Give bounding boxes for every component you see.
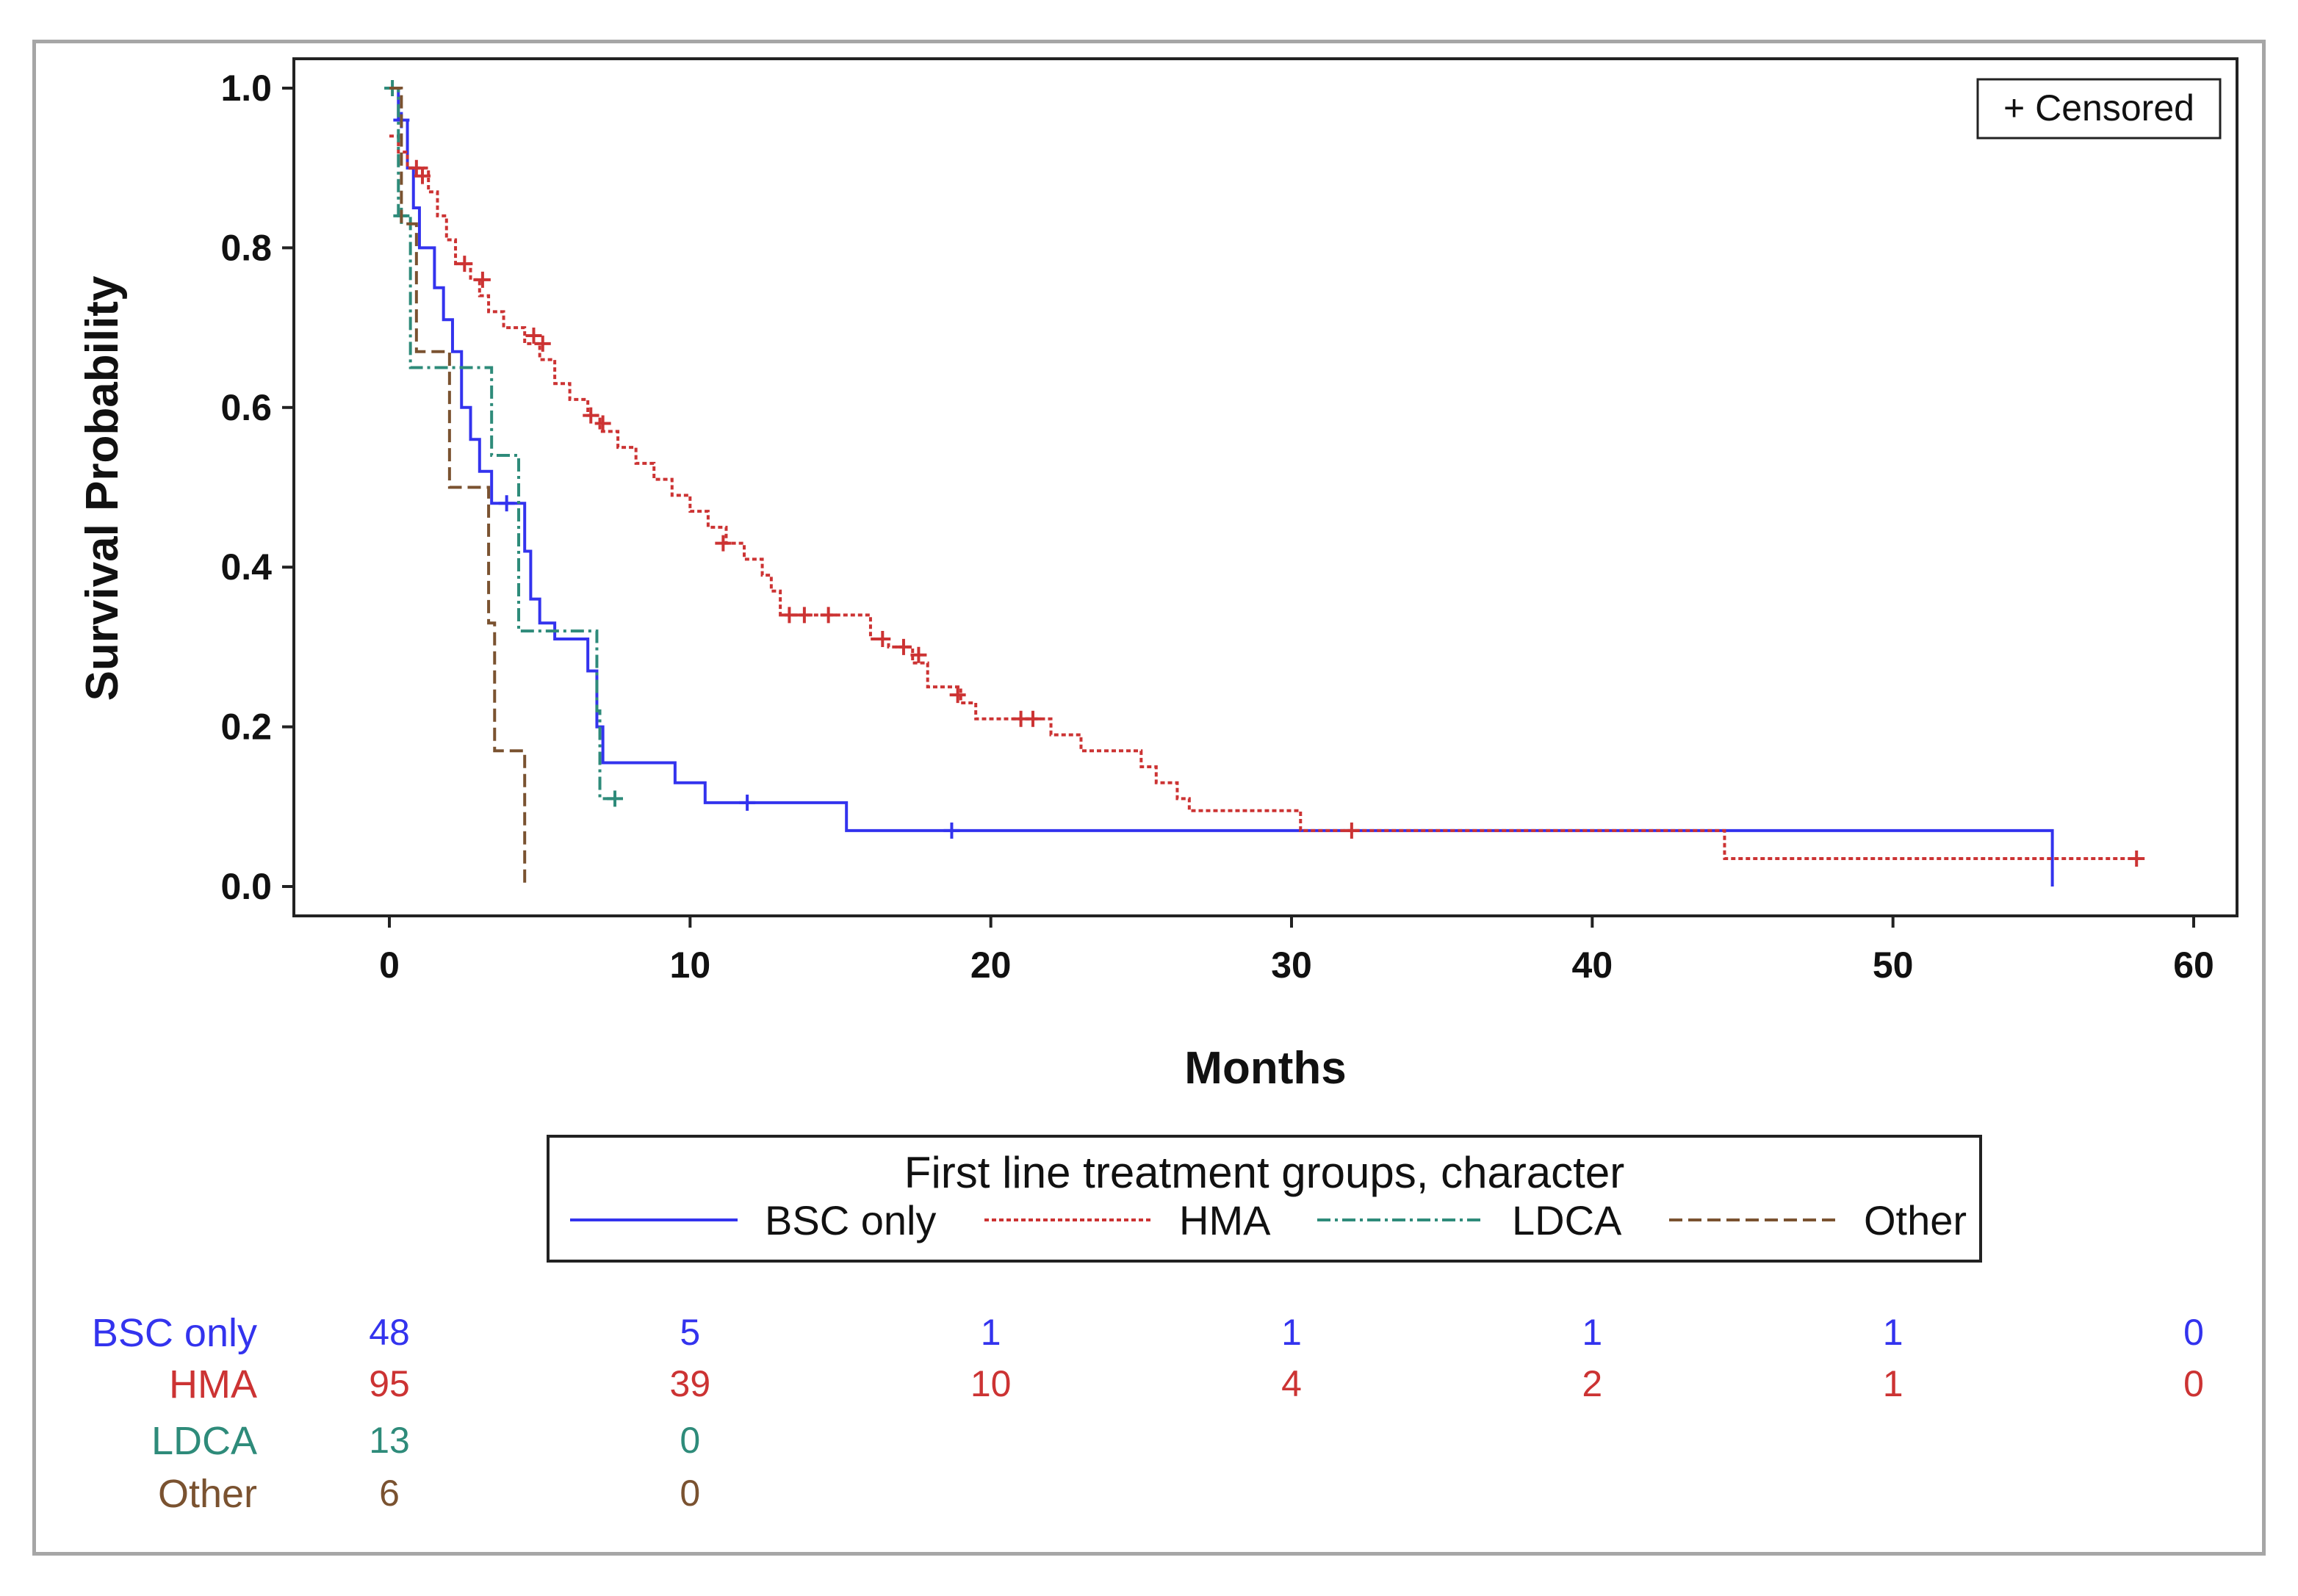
risk-value-bsc-only: 1: [1281, 1312, 1302, 1353]
censored-legend-label: + Censored: [2003, 87, 2194, 129]
censor-mark-ldca: [607, 790, 623, 807]
censor-mark-bsc-only: [943, 822, 960, 839]
censor-mark-hma: [781, 607, 798, 624]
figure-frame: 0.0 0.2 0.4 0.6 0.8 1.0 0 10 20 30 40 50 60 Months Sur…: [32, 40, 2266, 1556]
y-tick-label: 0.4: [220, 546, 272, 588]
y-tick-label: 0.2: [220, 707, 272, 748]
plot-area: [292, 57, 2238, 917]
censor-mark-hma: [715, 535, 732, 552]
censor-mark-bsc-only: [498, 495, 515, 512]
legend-label-hma: HMA: [1179, 1197, 1271, 1243]
risk-value-hma: 2: [1582, 1363, 1602, 1404]
risk-value-hma: 10: [970, 1363, 1012, 1404]
legend-title: First line treatment groups, character: [904, 1148, 1624, 1197]
censor-mark-hma: [534, 335, 551, 352]
x-axis-title: Months: [1184, 1043, 1346, 1094]
risk-value-ldca: 13: [369, 1420, 410, 1461]
risk-row-label-bsc-only: BSC only: [92, 1311, 257, 1355]
censored-legend-box: [1976, 78, 2222, 140]
censor-mark-hma: [895, 638, 912, 655]
x-tick-label: 10: [670, 945, 711, 986]
risk-value-bsc-only: 1: [1883, 1312, 1903, 1353]
risk-value-hma: 95: [369, 1363, 410, 1404]
risk-value-hma: 1: [1883, 1363, 1903, 1404]
group-legend-box: [547, 1135, 1982, 1263]
y-tick-label: 0.6: [220, 387, 272, 428]
censor-mark-hma: [456, 256, 473, 272]
risk-value-bsc-only: 0: [2183, 1312, 2204, 1353]
risk-row-label-hma: HMA: [169, 1362, 257, 1407]
risk-value-bsc-only: 48: [369, 1312, 410, 1353]
curve-ldca: [389, 87, 615, 801]
censor-mark-hma: [1343, 822, 1360, 839]
risk-row-label-other: Other: [158, 1472, 257, 1516]
censor-mark-hma: [796, 607, 813, 624]
risk-value-hma: 4: [1281, 1363, 1302, 1404]
legend-label-bsc-only: BSC only: [765, 1197, 936, 1243]
risk-value-ldca: 0: [680, 1420, 700, 1461]
risk-value-bsc-only: 1: [981, 1312, 1001, 1353]
km-chart: 0.00.20.40.60.81.00 10 20 30 40 50 60MonthsSur…: [77, 57, 2238, 1516]
risk-row-label-ldca: LDCA: [151, 1419, 257, 1463]
y-tick-label: 0.8: [220, 227, 272, 268]
censor-mark-hma: [1024, 710, 1041, 727]
censor-mark-bsc-only: [739, 794, 756, 811]
y-tick-label: 1.0: [220, 68, 272, 109]
legend-label-other: Other: [1864, 1197, 1967, 1243]
y-axis-title: Survival Probability: [77, 275, 128, 701]
censor-mark-hma: [910, 646, 927, 663]
censor-mark-hma: [594, 415, 611, 432]
censor-mark-hma: [414, 167, 431, 184]
risk-value-bsc-only: 1: [1582, 1312, 1602, 1353]
censor-mark-hma: [949, 687, 966, 704]
x-tick-label: 20: [970, 945, 1012, 986]
y-tick-label: 0.0: [220, 866, 272, 907]
censor-mark-hma: [874, 631, 891, 648]
censor-mark-hma: [583, 407, 599, 424]
risk-value-other: 0: [680, 1473, 700, 1514]
x-tick-label: 0: [379, 945, 400, 986]
censor-mark-hma: [474, 271, 491, 288]
censor-mark-hma: [820, 607, 837, 624]
censor-mark-hma: [2128, 850, 2145, 867]
curve-hma: [389, 134, 2137, 860]
x-tick-label: 60: [2173, 945, 2214, 986]
x-tick-label: 30: [1271, 945, 1312, 986]
risk-value-hma: 39: [670, 1363, 711, 1404]
risk-value-other: 6: [379, 1473, 400, 1514]
legend-label-ldca: LDCA: [1512, 1197, 1622, 1243]
x-tick-label: 50: [1873, 945, 1914, 986]
risk-value-bsc-only: 5: [680, 1312, 700, 1353]
curve-other: [389, 87, 527, 887]
censor-mark-hma: [525, 327, 542, 344]
risk-value-hma: 0: [2183, 1363, 2204, 1404]
x-tick-label: 40: [1572, 945, 1613, 986]
curve-bsc-only: [389, 87, 2054, 887]
